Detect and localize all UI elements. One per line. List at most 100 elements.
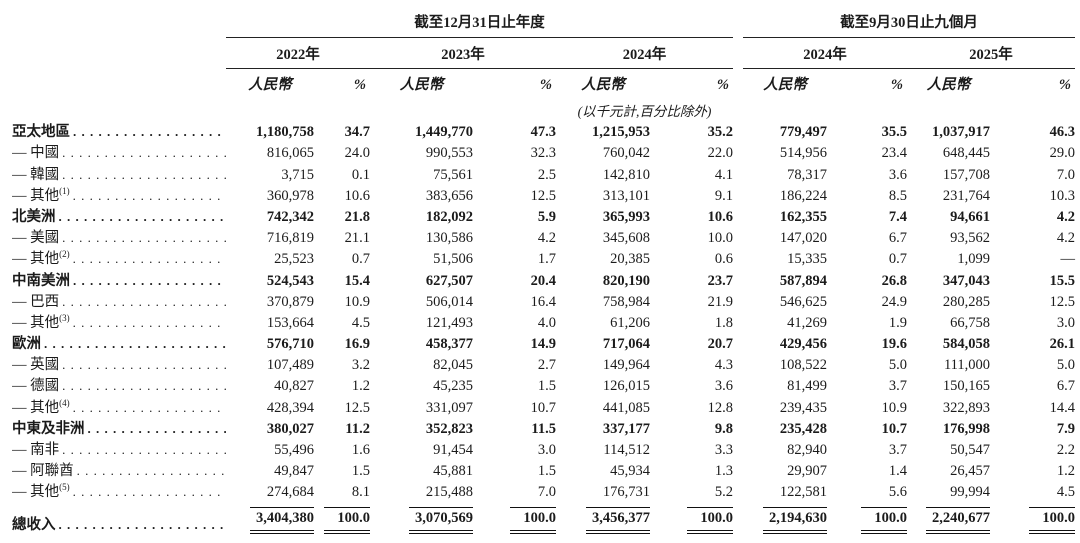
currency-header: 人民幣: [248, 77, 292, 93]
cell-rmb: 150,165: [942, 378, 990, 395]
table-row: 北美洲 742,342 21.8 182,092 5.9 365,993 10.…: [12, 205, 1075, 226]
cell-rmb: 380,027: [266, 420, 314, 437]
cell-percent: 10.6: [344, 187, 370, 204]
spacer: [733, 96, 743, 120]
cell-percent: —: [1060, 251, 1076, 268]
revenue-by-region-table: 截至12月31日止年度 截至9月30日止九個月 2022年 2023年 2024…: [12, 6, 1076, 535]
spacer: [733, 268, 743, 289]
spacer: [12, 38, 226, 69]
table-row: — 其他(1) 360,978 10.6 383,656 12.5 313,10…: [12, 184, 1075, 205]
row-label: — 其他(5): [12, 482, 70, 501]
cell-rmb: 337,177: [602, 420, 650, 437]
cell-percent: 35.2: [707, 124, 733, 141]
cell-rmb: 1,037,917: [932, 124, 990, 141]
cell-rmb: 94,661: [950, 208, 990, 225]
cell-rmb: 26,457: [950, 463, 990, 480]
cell-percent: 9.1: [714, 187, 733, 204]
cell-rmb: 360,978: [266, 187, 314, 204]
cell-percent: 15.4: [344, 272, 370, 289]
cell-percent: 100.0: [990, 501, 1075, 535]
cell-percent: 100.0: [473, 501, 556, 535]
cell-rmb: 107,489: [266, 357, 314, 374]
cell-percent: 7.0: [537, 484, 556, 501]
table-body: 亞太地區 1,180,758 34.7 1,449,770 47.3 1,215…: [12, 120, 1076, 535]
cell-percent: 12.8: [707, 399, 733, 416]
dot-leader: [59, 145, 226, 162]
spacer: [733, 226, 743, 247]
cell-rmb: 91,454: [433, 442, 473, 458]
spacer: [733, 395, 743, 416]
cell-percent: 10.3: [1049, 187, 1075, 204]
spacer: [12, 69, 226, 97]
table-row: 中南美洲 524,543 15.4 627,507 20.4 820,190 2…: [12, 268, 1075, 289]
cell-rmb: 2,240,677: [907, 501, 990, 535]
dot-leader: [74, 463, 226, 480]
cell-rmb: 235,428: [779, 420, 827, 437]
dot-leader: [70, 188, 226, 205]
period-header-row: 截至12月31日止年度 截至9月30日止九個月: [12, 6, 1075, 38]
period-header-annual: 截至12月31日止年度: [226, 6, 733, 38]
spacer: [733, 353, 743, 374]
spacer: [370, 96, 556, 120]
spacer: [733, 332, 743, 353]
dot-leader: [56, 209, 227, 226]
spacer: [733, 459, 743, 480]
cell-percent: 100.0: [314, 501, 370, 535]
cell-percent: 9.8: [714, 420, 733, 437]
cell-percent: 24.9: [881, 293, 907, 310]
dot-leader: [41, 336, 226, 353]
cell-percent: 47.3: [530, 124, 556, 141]
cell-rmb: 758,984: [602, 293, 650, 310]
table-row: — 美國 716,819 21.1 130,586 4.2 345,608 10…: [12, 226, 1075, 247]
cell-rmb: 82,045: [433, 357, 473, 374]
cell-percent: 1.9: [888, 314, 907, 331]
row-label: 中南美洲: [12, 272, 70, 289]
cell-percent: 1.2: [1056, 463, 1075, 480]
cell-rmb: 524,543: [266, 272, 314, 289]
table-row: — 阿聯酋 49,847 1.5 45,881 1.5 45,934 1.3 2…: [12, 459, 1075, 480]
cell-rmb: 15,335: [787, 251, 827, 268]
cell-percent: 11.2: [345, 420, 370, 437]
spacer: [733, 417, 743, 438]
cell-percent: 3.0: [1056, 314, 1075, 331]
percent-header: %: [353, 77, 366, 93]
row-label: 歐洲: [12, 336, 41, 353]
cell-percent: 21.8: [344, 208, 370, 225]
cell-percent: 4.2: [1056, 230, 1075, 247]
cell-rmb: 25,523: [274, 251, 314, 268]
cell-rmb: 428,394: [266, 399, 314, 416]
label-column-header: [12, 6, 226, 38]
cell-rmb: 93,562: [950, 230, 990, 247]
cell-rmb: 313,101: [602, 187, 650, 204]
cell-percent: 29.0: [1049, 145, 1075, 162]
cell-percent: 7.4: [888, 208, 907, 225]
cell-rmb: 45,934: [610, 463, 650, 480]
cell-rmb: 648,445: [942, 145, 990, 162]
percent-header: %: [539, 77, 552, 93]
cell-percent: 8.1: [351, 484, 370, 501]
row-label: — 其他(3): [12, 313, 70, 331]
currency-header: 人民幣: [399, 77, 444, 93]
cell-percent: 34.7: [344, 124, 370, 141]
cell-rmb: 441,085: [602, 399, 650, 416]
table-row: — 韓國 3,715 0.1 75,561 2.5 142,810 4.1 78…: [12, 162, 1075, 183]
row-label: — 阿聯酋: [12, 463, 74, 480]
cell-percent: 1.4: [888, 463, 907, 480]
dot-leader: [70, 484, 226, 501]
cell-percent: 100.0: [827, 501, 907, 535]
cell-percent: 6.7: [1056, 378, 1075, 395]
year-header-9m-2025: 2025年: [907, 37, 1075, 69]
cell-percent: 26.1: [1049, 336, 1075, 353]
cell-percent: 3.6: [888, 166, 907, 183]
currency-header: 人民幣: [926, 77, 971, 93]
cell-percent: 5.0: [888, 357, 907, 374]
cell-rmb: 345,608: [602, 230, 650, 247]
footnote-ref: (1): [59, 185, 70, 196]
table-row: 歐洲 576,710 16.9 458,377 14.9 717,064 20.…: [12, 332, 1075, 353]
cell-rmb: 142,810: [602, 166, 650, 183]
cell-rmb: 742,342: [266, 208, 314, 225]
cell-rmb: 370,879: [266, 293, 314, 310]
cell-percent: 8.5: [888, 187, 907, 204]
cell-percent: 100.0: [650, 501, 733, 535]
